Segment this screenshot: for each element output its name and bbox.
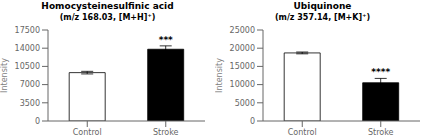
svg-text:***: ***: [159, 35, 173, 45]
svg-text:5000: 5000: [235, 99, 255, 108]
svg-text:10500: 10500: [15, 62, 40, 71]
svg-text:0: 0: [35, 117, 40, 126]
svg-text:20000: 20000: [230, 44, 255, 53]
svg-text:15000: 15000: [230, 62, 255, 71]
svg-text:Control: Control: [73, 128, 102, 137]
svg-text:Intensity: Intensity: [8, 58, 9, 93]
svg-text:25000: 25000: [230, 26, 255, 35]
svg-text:Stroke: Stroke: [368, 128, 394, 137]
svg-text:3500: 3500: [20, 99, 40, 108]
svg-text:****: ****: [371, 67, 390, 77]
svg-text:17500: 17500: [15, 26, 40, 35]
svg-text:Stroke: Stroke: [153, 128, 179, 137]
svg-text:Intensity: Intensity: [215, 58, 224, 93]
html-text:(m/z 357.14, [M+K]⁺): (m/z 357.14, [M+K]⁺): [274, 13, 370, 22]
svg-text:10000: 10000: [230, 80, 255, 89]
html-text:Ubiquinone: Ubiquinone: [293, 1, 352, 11]
html-text:Homocysteinesulfinic acid: Homocysteinesulfinic acid: [41, 1, 174, 11]
svg-text:0: 0: [250, 117, 255, 126]
svg-text:7000: 7000: [20, 80, 40, 89]
html-text:(m/z 168.03, [M+H]⁺): (m/z 168.03, [M+H]⁺): [59, 13, 156, 22]
svg-text:14000: 14000: [15, 44, 40, 53]
svg-text:Control: Control: [288, 128, 317, 137]
